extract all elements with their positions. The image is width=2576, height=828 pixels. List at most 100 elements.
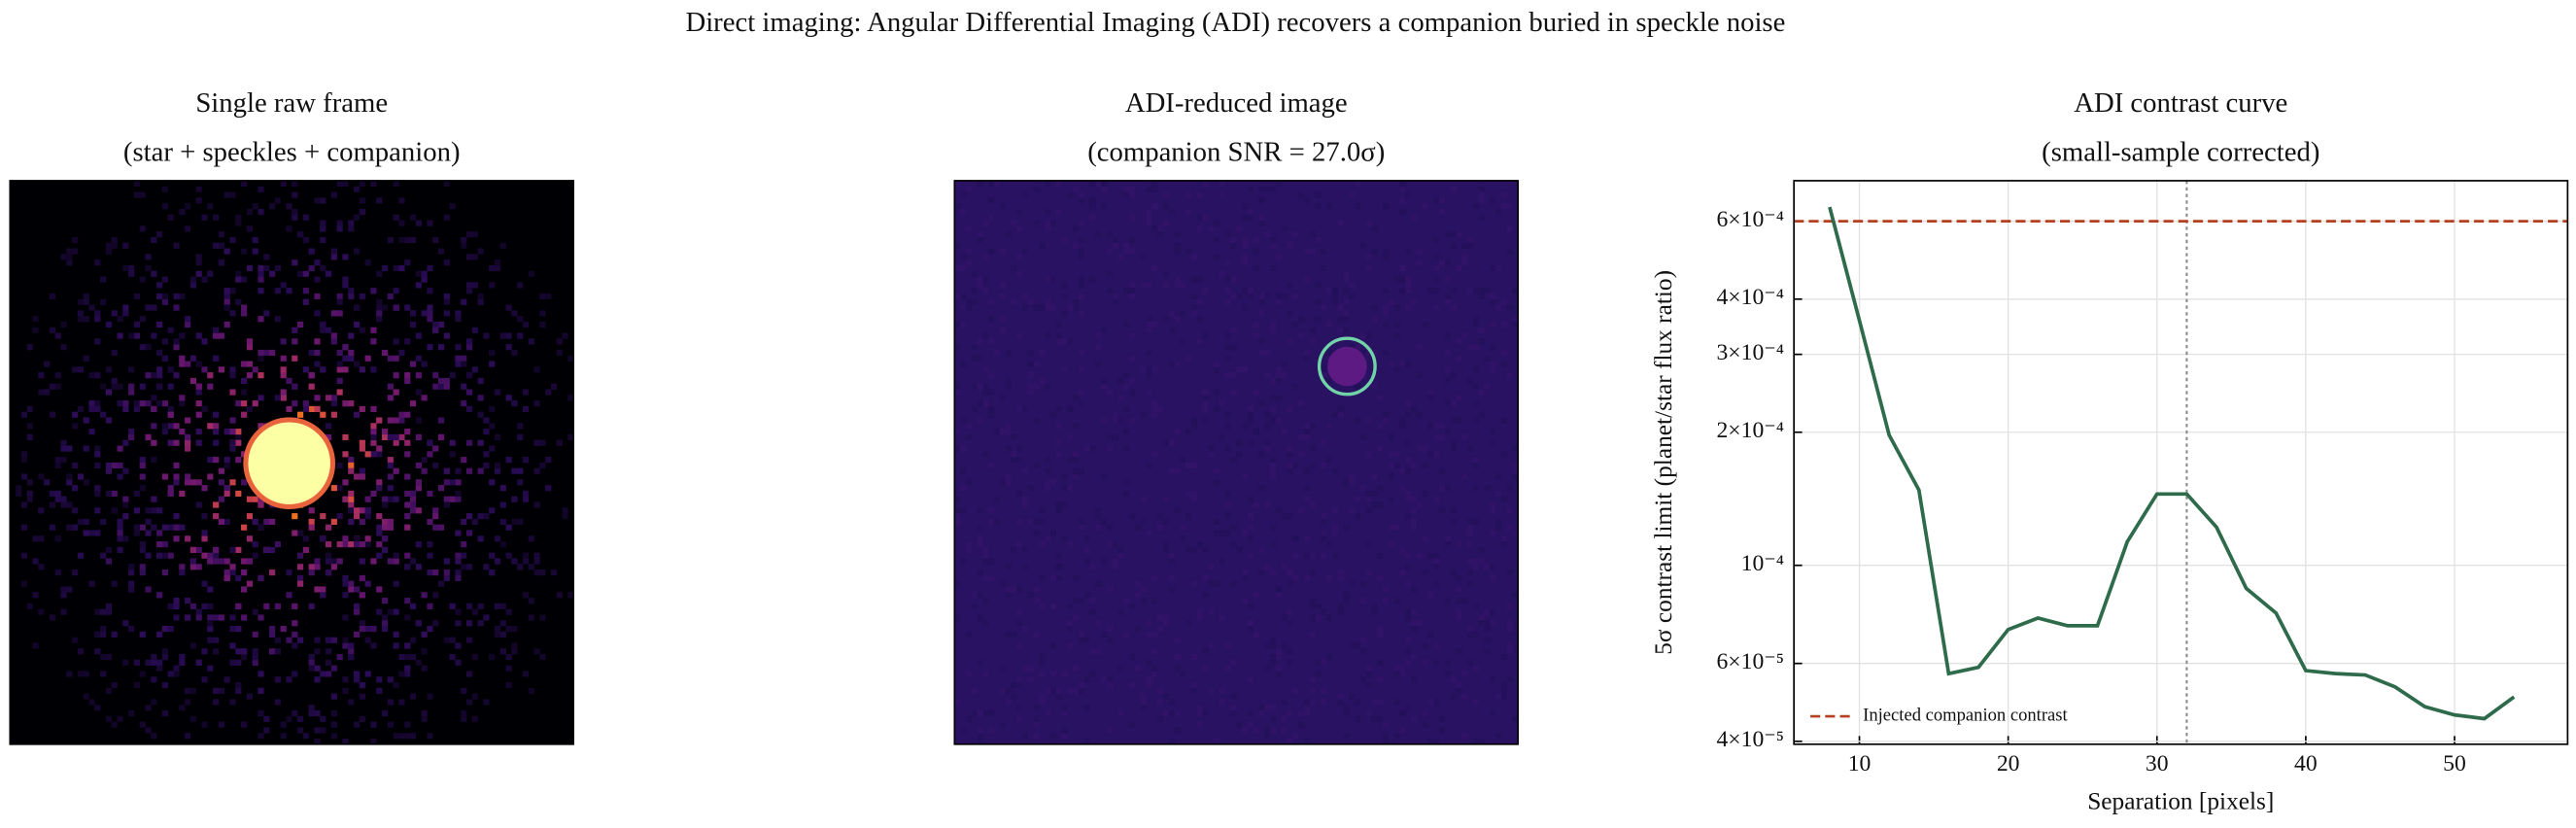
speckle: [465, 467, 473, 474]
noise: [1162, 191, 1170, 198]
speckle: [359, 574, 365, 581]
noise: [1185, 429, 1192, 435]
noise: [1466, 626, 1474, 633]
noise: [1117, 608, 1124, 615]
speckle: [415, 220, 422, 226]
noise: [1281, 361, 1288, 367]
speckle: [364, 541, 371, 548]
panel-subtitle: (star + speckles + companion): [123, 136, 461, 167]
noise: [1027, 372, 1034, 379]
noise: [1472, 288, 1479, 294]
noise: [1106, 524, 1114, 531]
speckle: [359, 293, 365, 300]
noise: [1484, 626, 1491, 633]
speckle: [465, 282, 473, 289]
noise: [1349, 191, 1356, 198]
speckle: [308, 405, 315, 413]
noise: [1134, 592, 1142, 599]
speckle: [77, 671, 85, 677]
noise: [1270, 642, 1277, 649]
noise: [1253, 727, 1259, 734]
noise: [1472, 344, 1479, 351]
speckle: [533, 439, 540, 446]
speckle: [409, 400, 417, 407]
noise: [1484, 637, 1491, 643]
noise: [1494, 490, 1502, 497]
speckle: [427, 316, 433, 323]
speckle: [427, 541, 433, 548]
speckle: [100, 671, 107, 677]
speckle: [229, 236, 236, 244]
speckle: [156, 293, 163, 300]
noise: [1371, 715, 1378, 722]
noise: [1073, 598, 1080, 604]
speckle: [308, 705, 315, 711]
noise: [1456, 541, 1462, 548]
noise: [977, 541, 983, 548]
noise: [954, 180, 961, 188]
speckle: [235, 270, 242, 277]
speckle: [432, 445, 439, 452]
noise: [1388, 473, 1394, 480]
noise: [1190, 276, 1197, 283]
speckle: [77, 405, 85, 413]
noise: [1230, 659, 1237, 666]
speckle: [404, 671, 411, 677]
speckle: [354, 321, 361, 328]
noise: [1005, 349, 1012, 357]
noise: [1202, 405, 1209, 413]
speckle: [218, 467, 224, 474]
noise: [1045, 535, 1051, 542]
speckle: [499, 501, 506, 508]
noise: [1151, 665, 1158, 672]
noise: [1112, 433, 1118, 441]
noise: [1433, 659, 1440, 666]
speckle: [269, 648, 276, 655]
speckle: [218, 721, 224, 728]
noise: [1500, 203, 1507, 210]
noise: [1359, 637, 1366, 643]
noise: [1078, 467, 1085, 474]
speckle: [359, 715, 365, 722]
speckle: [235, 429, 242, 435]
noise: [1275, 377, 1282, 385]
noise: [1461, 598, 1468, 604]
speckle: [415, 507, 422, 514]
noise: [1355, 344, 1361, 351]
speckle: [409, 558, 417, 565]
noise: [988, 389, 995, 396]
speckle: [494, 259, 501, 266]
speckle: [111, 462, 118, 469]
speckle: [326, 524, 332, 531]
speckle: [258, 687, 264, 694]
noise: [1140, 598, 1147, 604]
noise: [960, 191, 967, 198]
noise: [1321, 366, 1327, 373]
speckle: [376, 524, 383, 531]
speckle: [241, 180, 248, 188]
speckle: [415, 282, 422, 289]
speckle: [427, 288, 433, 294]
speckle: [415, 541, 422, 548]
noise: [1461, 332, 1468, 339]
noise: [1180, 310, 1186, 317]
image: [9, 180, 574, 745]
noise: [1196, 709, 1203, 717]
speckle: [387, 355, 394, 362]
noise: [1478, 558, 1485, 565]
panel-title: Single raw frame: [195, 87, 388, 119]
noise: [1456, 608, 1462, 615]
noise: [1399, 671, 1406, 677]
noise: [1270, 321, 1277, 328]
speckle: [471, 282, 478, 289]
speckle: [483, 417, 490, 424]
noise: [1472, 462, 1479, 469]
noise: [1168, 327, 1175, 333]
noise: [1112, 411, 1118, 418]
noise: [960, 445, 967, 452]
noise: [1078, 366, 1085, 373]
noise: [1264, 231, 1271, 238]
noise: [1472, 485, 1479, 492]
noise: [1027, 298, 1034, 305]
noise: [982, 276, 989, 283]
